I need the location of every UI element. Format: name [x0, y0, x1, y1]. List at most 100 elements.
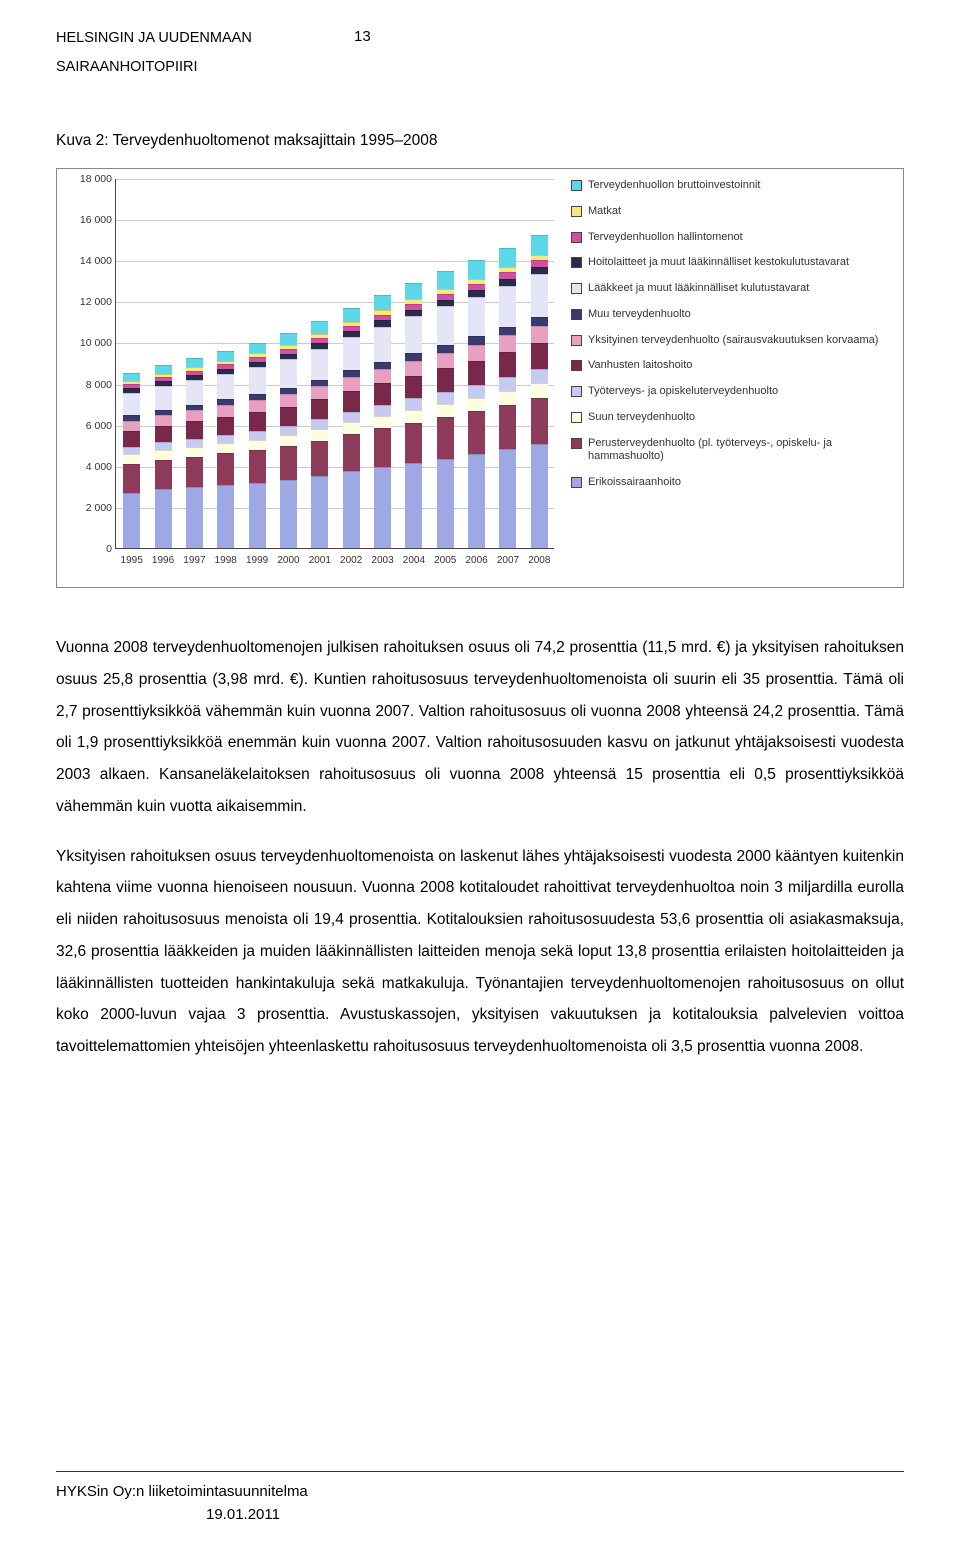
- legend-swatch: [571, 360, 582, 371]
- chart-gridline: [116, 302, 554, 303]
- chart-segment: [123, 464, 140, 493]
- legend-swatch: [571, 477, 582, 488]
- chart-segment: [249, 440, 266, 451]
- chart-segment: [531, 369, 548, 383]
- chart-segment: [437, 306, 454, 345]
- chart-bar: [155, 365, 172, 548]
- chart-segment: [499, 391, 516, 405]
- chart-xtick-label: 2004: [403, 555, 425, 566]
- chart-segment: [186, 410, 203, 421]
- chart-segment: [531, 274, 548, 317]
- chart-xtick-label: 2006: [465, 555, 487, 566]
- chart-segment: [499, 352, 516, 377]
- chart-ytick-label: 14 000: [70, 255, 112, 267]
- chart-segment: [374, 428, 391, 467]
- body-paragraph-1: Vuonna 2008 terveydenhuoltomenojen julki…: [56, 632, 904, 823]
- chart-gridline: [116, 220, 554, 221]
- chart-segment: [280, 480, 297, 548]
- legend-label: Erikoissairaanhoito: [588, 476, 681, 490]
- chart-ytick-label: 16 000: [70, 214, 112, 226]
- chart-segment: [217, 453, 234, 485]
- chart-segment: [405, 361, 422, 376]
- legend-swatch: [571, 412, 582, 423]
- chart-segment: [499, 279, 516, 286]
- legend-label: Lääkkeet ja muut lääkinnälliset kulutust…: [588, 282, 809, 296]
- chart-segment: [531, 383, 548, 397]
- chart-segment: [186, 380, 203, 405]
- chart-bar: [123, 373, 140, 548]
- chart-segment: [280, 435, 297, 446]
- legend-label: Suun terveydenhuolto: [588, 411, 695, 425]
- legend-swatch: [571, 386, 582, 397]
- legend-label: Työterveys- ja opiskeluterveydenhuolto: [588, 385, 778, 399]
- chart-segment: [499, 335, 516, 352]
- chart-segment: [405, 410, 422, 423]
- header-org: HELSINGIN JA UUDENMAAN SAIRAANHOITOPIIRI: [56, 24, 252, 82]
- chart-xtick-label: 1999: [246, 555, 268, 566]
- legend-swatch: [571, 309, 582, 320]
- chart-segment: [374, 405, 391, 416]
- legend-item: Terveydenhuollon bruttoinvestoinnit: [571, 179, 893, 193]
- org-line2: SAIRAANHOITOPIIRI: [56, 53, 252, 82]
- chart-segment: [155, 460, 172, 490]
- chart-xtick-label: 2002: [340, 555, 362, 566]
- legend-swatch: [571, 206, 582, 217]
- chart-ytick-label: 10 000: [70, 337, 112, 349]
- legend-item: Erikoissairaanhoito: [571, 476, 893, 490]
- chart-segment: [217, 485, 234, 548]
- chart-segment: [311, 321, 328, 334]
- chart-segment: [437, 353, 454, 368]
- chart-segment: [468, 345, 485, 361]
- chart-segment: [123, 421, 140, 431]
- legend-label: Terveydenhuollon hallintomenot: [588, 231, 743, 245]
- chart-segment: [123, 373, 140, 381]
- chart-segment: [468, 297, 485, 337]
- chart-segment: [123, 447, 140, 454]
- chart-segment: [123, 431, 140, 447]
- chart-segment: [280, 394, 297, 406]
- chart-legend: Terveydenhuollon bruttoinvestoinnitMatka…: [567, 169, 903, 587]
- chart-bar: [217, 351, 234, 548]
- legend-swatch: [571, 283, 582, 294]
- legend-item: Työterveys- ja opiskeluterveydenhuolto: [571, 385, 893, 399]
- chart-bar: [468, 260, 485, 548]
- legend-label: Yksityinen terveydenhuolto (sairausvakuu…: [588, 334, 878, 348]
- chart-segment: [499, 286, 516, 327]
- chart-segment: [468, 454, 485, 548]
- legend-swatch: [571, 180, 582, 191]
- chart-gridline: [116, 179, 554, 180]
- legend-label: Perusterveydenhuolto (pl. työterveys-, o…: [588, 437, 893, 465]
- chart-segment: [531, 444, 548, 548]
- chart-segment: [499, 449, 516, 548]
- chart-segment: [405, 376, 422, 399]
- chart-segment: [405, 353, 422, 361]
- legend-item: Yksityinen terveydenhuolto (sairausvakuu…: [571, 334, 893, 348]
- chart-segment: [343, 377, 360, 391]
- chart-segment: [280, 446, 297, 480]
- chart-segment: [249, 450, 266, 483]
- chart-segment: [155, 426, 172, 443]
- chart-segment: [437, 368, 454, 391]
- chart-xtick-label: 2000: [277, 555, 299, 566]
- chart-segment: [217, 417, 234, 435]
- body-paragraph-2: Yksityisen rahoituksen osuus terveydenhu…: [56, 841, 904, 1063]
- chart-segment: [311, 386, 328, 399]
- figure-caption: Kuva 2: Terveydenhuoltomenot maksajittai…: [56, 132, 904, 150]
- chart-segment: [249, 431, 266, 440]
- chart-plot: 1995199619971998199920002001200220032004…: [115, 179, 554, 549]
- chart-segment: [311, 349, 328, 380]
- chart-segment: [374, 362, 391, 369]
- chart-plot-area: 1995199619971998199920002001200220032004…: [57, 169, 567, 587]
- chart-bar: [374, 295, 391, 548]
- chart-segment: [437, 345, 454, 353]
- chart-segment: [217, 405, 234, 417]
- chart-segment: [186, 421, 203, 438]
- chart-segment: [468, 411, 485, 454]
- chart-segment: [468, 260, 485, 278]
- chart-segment: [405, 463, 422, 548]
- chart-xtick-label: 2005: [434, 555, 456, 566]
- chart-ytick-label: 6 000: [70, 420, 112, 432]
- chart-segment: [468, 336, 485, 344]
- chart-segment: [437, 459, 454, 548]
- chart-gridline: [116, 426, 554, 427]
